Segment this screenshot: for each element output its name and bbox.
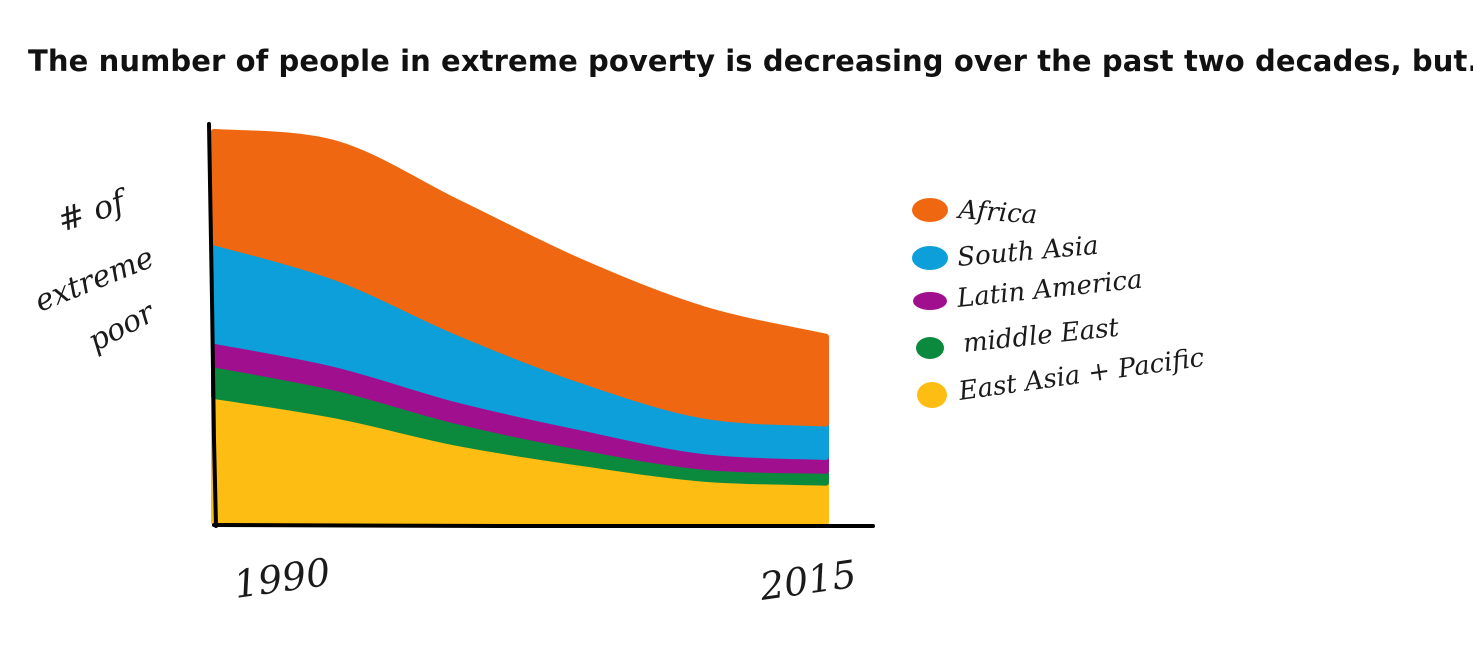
legend-swatch [913, 292, 947, 310]
y-axis-label-line: poor [82, 295, 161, 359]
legend-swatch [916, 337, 944, 359]
legend-swatch [917, 382, 947, 408]
x-tick-label-end: 2015 [756, 552, 859, 609]
y-axis-label-line: # of [53, 181, 134, 240]
x-axis-line [212, 523, 875, 528]
y-axis-line [207, 122, 218, 528]
area-africa [211, 128, 829, 427]
x-tick-label-start: 1990 [231, 550, 333, 607]
legend-swatch [912, 198, 948, 222]
legend-label: Latin America [955, 265, 1144, 314]
page-title: The number of people in extreme poverty … [28, 44, 1473, 78]
area-layers [211, 128, 829, 526]
legend-label: South Asia [956, 231, 1100, 273]
legend-label: middle East [962, 313, 1121, 359]
legend-swatch [912, 246, 948, 270]
legend-label: Africa [956, 195, 1039, 231]
